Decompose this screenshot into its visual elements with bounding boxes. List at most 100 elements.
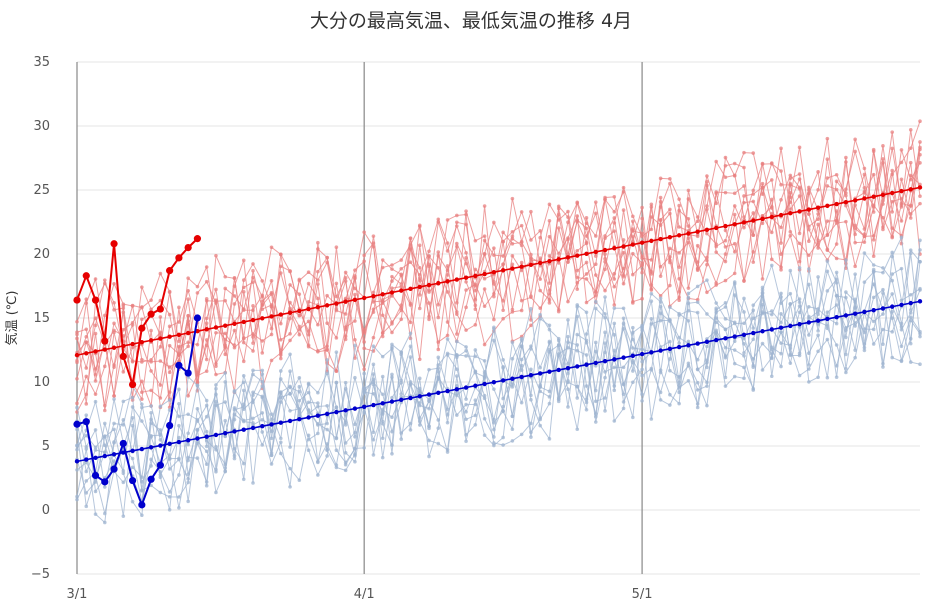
history-max-point	[167, 365, 172, 369]
normal-max-point	[797, 209, 802, 214]
history-min-point	[408, 421, 413, 426]
normal-min-point	[454, 387, 460, 392]
history-max-point	[362, 253, 366, 258]
history-max-point	[445, 273, 450, 277]
history-min-point	[871, 319, 876, 324]
history-min-point	[769, 309, 774, 313]
history-min-point	[742, 342, 746, 346]
history-max-point	[93, 379, 98, 383]
history-min-point	[760, 341, 765, 346]
normal-min-point	[704, 339, 710, 344]
normal-max-point	[741, 220, 747, 225]
history-min-point	[881, 270, 885, 275]
history-min-point	[399, 437, 404, 441]
history-max-point	[399, 306, 404, 310]
history-max-point	[130, 359, 135, 363]
history-max-point	[677, 295, 681, 300]
history-min-point	[732, 280, 737, 284]
history-min-point	[807, 282, 811, 287]
history-max-point	[380, 330, 385, 335]
history-min-point	[380, 374, 385, 379]
history-max-point	[556, 212, 561, 217]
normal-max-point	[917, 185, 923, 190]
history-min-point	[390, 395, 394, 400]
history-max-point	[705, 262, 709, 267]
history-min-point	[325, 454, 329, 458]
history-max-point	[149, 369, 153, 373]
history-min-point	[399, 392, 404, 396]
history-min-point	[130, 499, 135, 504]
history-min-point	[566, 334, 570, 339]
history-max-point	[825, 176, 830, 180]
normal-min-point	[185, 438, 191, 443]
history-min-point	[547, 340, 552, 345]
history-min-point	[621, 327, 626, 331]
history-max-point	[232, 343, 237, 347]
history-min-point	[167, 457, 172, 461]
history-max-point	[306, 344, 311, 349]
history-min-point	[288, 369, 292, 374]
history-max-point	[455, 332, 459, 336]
history-max-point	[492, 253, 496, 257]
history-min-point	[705, 403, 709, 408]
normal-max-point	[834, 201, 839, 207]
history-min-point	[677, 375, 681, 379]
history-min-point	[677, 383, 681, 388]
history-min-point	[807, 333, 811, 337]
history-max-point	[93, 367, 98, 371]
history-max-point	[797, 231, 802, 236]
history-min-point	[343, 468, 348, 473]
history-min-point	[899, 344, 904, 349]
history-max-point	[918, 147, 922, 152]
normal-max-point	[417, 284, 422, 290]
history-max-point	[492, 317, 496, 322]
normal-max-point	[130, 341, 135, 347]
normal-max-point	[102, 347, 107, 352]
history-max-point	[612, 303, 617, 307]
history-max-point	[603, 256, 607, 261]
history-max-line	[76, 148, 921, 408]
normal-min-point	[602, 358, 608, 364]
history-max-point	[140, 357, 144, 362]
history-min-point	[751, 303, 756, 307]
history-min-point	[195, 428, 200, 433]
history-min-point	[918, 329, 922, 334]
history-min-point	[408, 380, 413, 384]
history-max-point	[890, 172, 895, 177]
y-tick-label: −5	[31, 567, 50, 582]
y-tick-labels: 35 30 25 20 15 10 5 0 −5	[31, 55, 50, 582]
history-min-point	[223, 371, 228, 375]
history-max-point	[84, 297, 89, 301]
history-max-point	[399, 272, 404, 277]
normal-max-point	[519, 264, 524, 269]
normal-max-point	[324, 303, 330, 308]
history-min-point	[649, 366, 654, 371]
history-max-point	[890, 130, 895, 134]
history-max-point	[84, 366, 89, 370]
history-max-point	[362, 259, 366, 264]
history-max-point	[473, 288, 478, 293]
history-min-point	[593, 306, 598, 311]
history-min-point	[547, 401, 552, 406]
history-min-point	[195, 406, 200, 411]
history-max-point	[510, 242, 515, 246]
history-max-point	[75, 376, 79, 381]
history-min-point	[649, 322, 654, 326]
normal-max-point	[806, 207, 812, 212]
history-max-point	[149, 328, 153, 333]
history-max-point	[668, 260, 672, 265]
history-min-point	[621, 392, 626, 397]
history-max-point	[705, 183, 709, 188]
history-min-point	[714, 301, 718, 305]
history-max-point	[668, 181, 672, 186]
normal-max-point	[167, 334, 172, 339]
history-min-point	[519, 368, 524, 373]
history-max-point	[714, 191, 718, 196]
normal-min-point	[612, 357, 617, 362]
history-min-point	[260, 430, 265, 434]
history-max-point	[501, 254, 505, 258]
history-max-point	[769, 178, 774, 182]
history-max-point	[316, 322, 320, 327]
normal-max-point	[269, 314, 274, 319]
history-min-point	[177, 506, 181, 510]
